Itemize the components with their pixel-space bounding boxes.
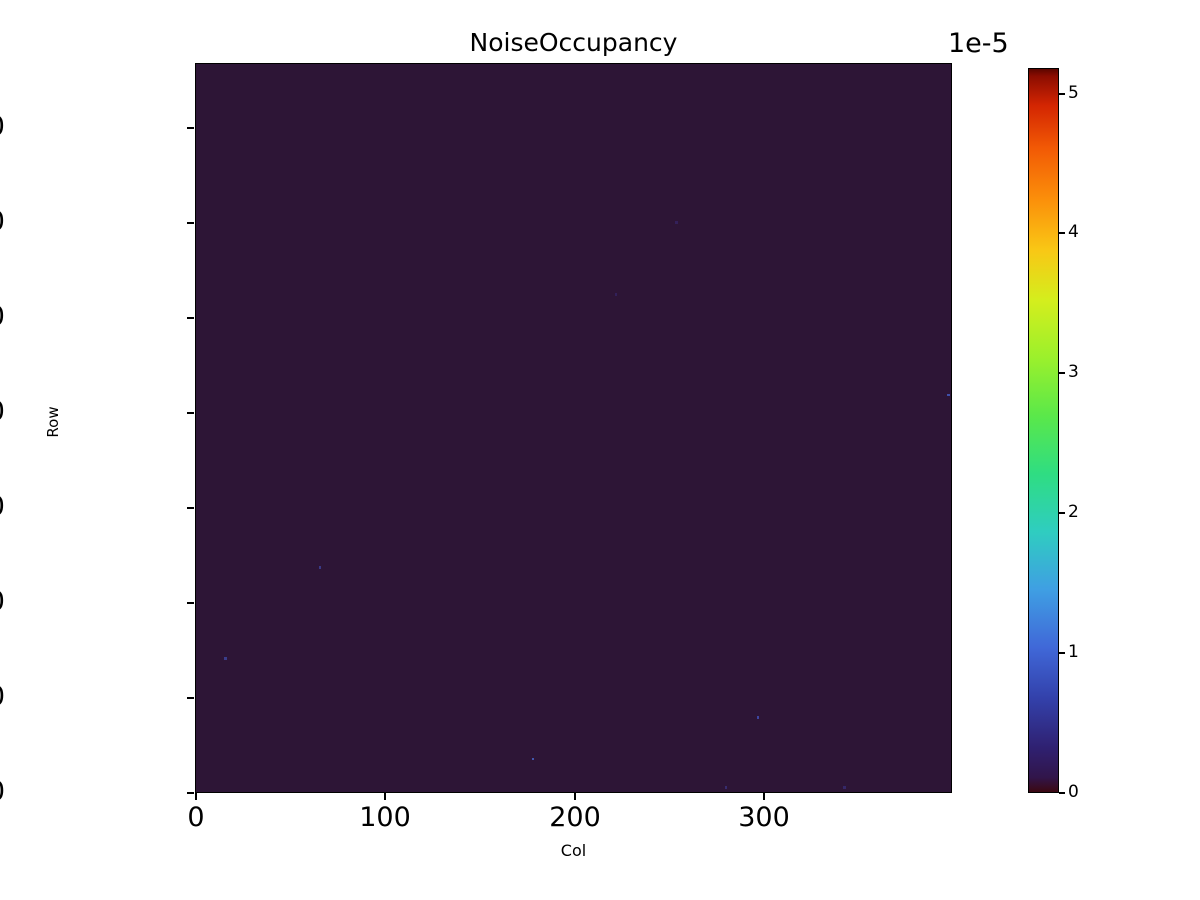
colorbar-tick-label-3: 3 <box>1068 362 1079 382</box>
colorbar-tick-label-2: 2 <box>1068 502 1079 522</box>
ytick-label-350: 350 <box>0 111 5 142</box>
ytick-mark-150 <box>187 507 194 509</box>
colorbar-tick-label-1: 1 <box>1068 642 1079 662</box>
ytick-label-50: 50 <box>0 681 5 712</box>
xtick-label-300: 300 <box>738 802 790 833</box>
hot-pixel <box>675 221 678 224</box>
colorbar-tick-mark-3 <box>1059 372 1065 374</box>
ytick-mark-300 <box>187 222 194 224</box>
colorbar <box>1028 68 1059 793</box>
heatmap-axes <box>195 63 952 793</box>
xtick-mark-200 <box>574 793 576 800</box>
colorbar-tick-label-5: 5 <box>1068 83 1079 103</box>
ytick-mark-200 <box>187 412 194 414</box>
hot-pixel <box>947 393 950 397</box>
y-axis-label: Row <box>44 406 62 438</box>
colorbar-tick-mark-0 <box>1059 792 1065 794</box>
xtick-mark-300 <box>763 793 765 800</box>
colorbar-tick-label-0: 0 <box>1068 782 1079 802</box>
colorbar-tick-mark-2 <box>1059 512 1065 514</box>
colorbar-tick-label-4: 4 <box>1068 222 1079 242</box>
heatmap-image <box>196 64 951 792</box>
hot-pixel <box>843 786 846 789</box>
colorbar-tick-mark-1 <box>1059 652 1065 654</box>
ytick-mark-0 <box>187 792 194 794</box>
ytick-label-100: 100 <box>0 586 5 617</box>
hot-pixel <box>318 566 322 569</box>
hot-pixel <box>615 293 618 296</box>
hot-pixel <box>531 757 535 761</box>
ytick-label-250: 250 <box>0 301 5 332</box>
x-axis-label: Col <box>560 841 587 860</box>
colorbar-tick-mark-5 <box>1059 93 1065 95</box>
ytick-label-0: 0 <box>0 776 5 807</box>
hot-pixel <box>724 786 727 789</box>
hot-pixel <box>224 657 227 660</box>
ytick-mark-350 <box>187 127 194 129</box>
xtick-mark-0 <box>195 793 197 800</box>
hot-pixel <box>756 716 759 719</box>
colorbar-offset-text: 1e-5 <box>948 28 1009 59</box>
xtick-label-0: 0 <box>187 802 205 833</box>
ytick-label-300: 300 <box>0 206 5 237</box>
ytick-label-150: 150 <box>0 491 5 522</box>
page-title: NoiseOccupancy <box>469 28 678 57</box>
ytick-mark-100 <box>187 602 194 604</box>
xtick-mark-100 <box>384 793 386 800</box>
xtick-label-200: 200 <box>549 802 601 833</box>
xtick-label-100: 100 <box>359 802 411 833</box>
ytick-mark-250 <box>187 317 194 319</box>
colorbar-tick-mark-4 <box>1059 232 1065 234</box>
ytick-mark-50 <box>187 697 194 699</box>
ytick-label-200: 200 <box>0 396 5 427</box>
